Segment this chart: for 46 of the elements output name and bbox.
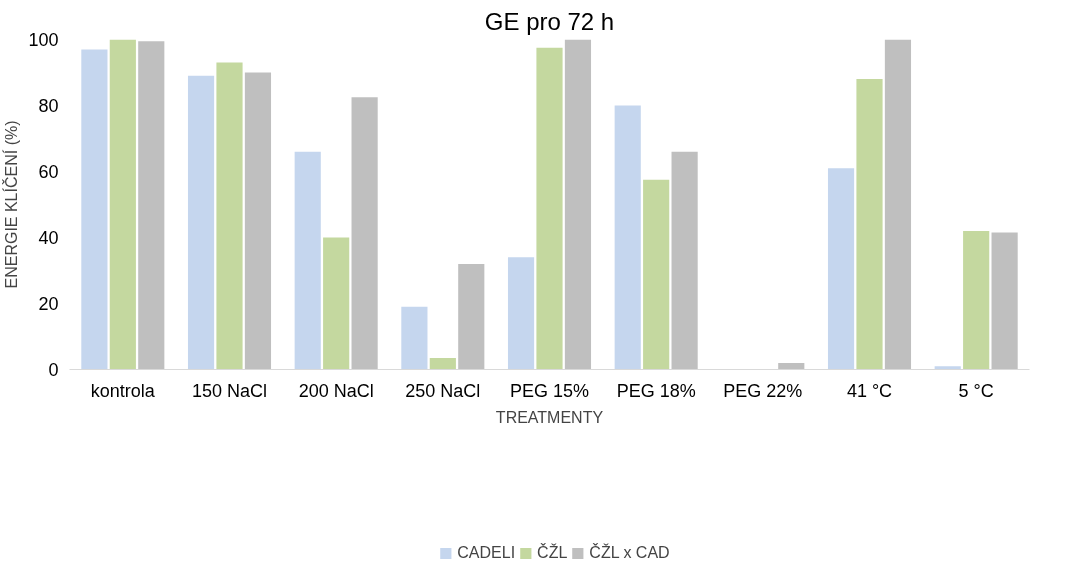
chart-title: GE pro 72 h xyxy=(484,7,615,35)
bar xyxy=(244,72,272,370)
bar xyxy=(216,62,243,370)
bar xyxy=(934,366,961,370)
y-tick-label: 60 xyxy=(38,162,59,182)
x-axis-title: TREATMENTY xyxy=(495,408,604,426)
legend-label: CADELI xyxy=(457,543,516,562)
x-tick-label: 250 NaCl xyxy=(405,380,481,401)
y-tick-label: 100 xyxy=(28,30,59,50)
bar xyxy=(856,79,883,370)
bar xyxy=(187,75,215,370)
bar xyxy=(323,237,350,370)
bar xyxy=(614,105,641,370)
bar xyxy=(643,179,670,370)
x-tick-label: PEG 15% xyxy=(509,380,590,401)
y-tick-label: 0 xyxy=(48,360,59,380)
y-tick-label: 20 xyxy=(38,294,59,314)
bar xyxy=(458,263,485,370)
bar xyxy=(507,257,535,370)
bar xyxy=(109,39,136,370)
bar xyxy=(429,357,456,370)
bar xyxy=(827,168,855,370)
y-axis-title: ENERGIE KLÍČENÍ (%) xyxy=(2,120,21,289)
legend-label: ČŽL x CAD xyxy=(589,543,670,562)
bar xyxy=(401,306,428,370)
bar xyxy=(671,151,698,370)
bar xyxy=(294,151,321,370)
x-tick-label: 150 NaCl xyxy=(191,380,268,401)
x-tick-label: 41 °C xyxy=(846,380,893,401)
y-tick-label: 40 xyxy=(38,228,59,248)
bar xyxy=(138,41,165,370)
legend-label: ČŽL xyxy=(537,543,568,562)
bar xyxy=(564,39,592,370)
x-tick-label: PEG 18% xyxy=(616,380,696,401)
bar xyxy=(81,49,108,370)
bar xyxy=(778,362,805,370)
x-tick-label: PEG 22% xyxy=(723,380,803,401)
bar xyxy=(963,230,990,370)
x-tick-label: 5 °C xyxy=(958,380,994,401)
x-tick-label: 200 NaCl xyxy=(298,380,374,401)
bar xyxy=(536,47,563,370)
bar xyxy=(991,232,1018,370)
bar xyxy=(884,39,912,370)
bar xyxy=(351,97,378,370)
y-tick-label: 80 xyxy=(38,96,59,116)
x-tick-label: kontrola xyxy=(90,380,156,401)
